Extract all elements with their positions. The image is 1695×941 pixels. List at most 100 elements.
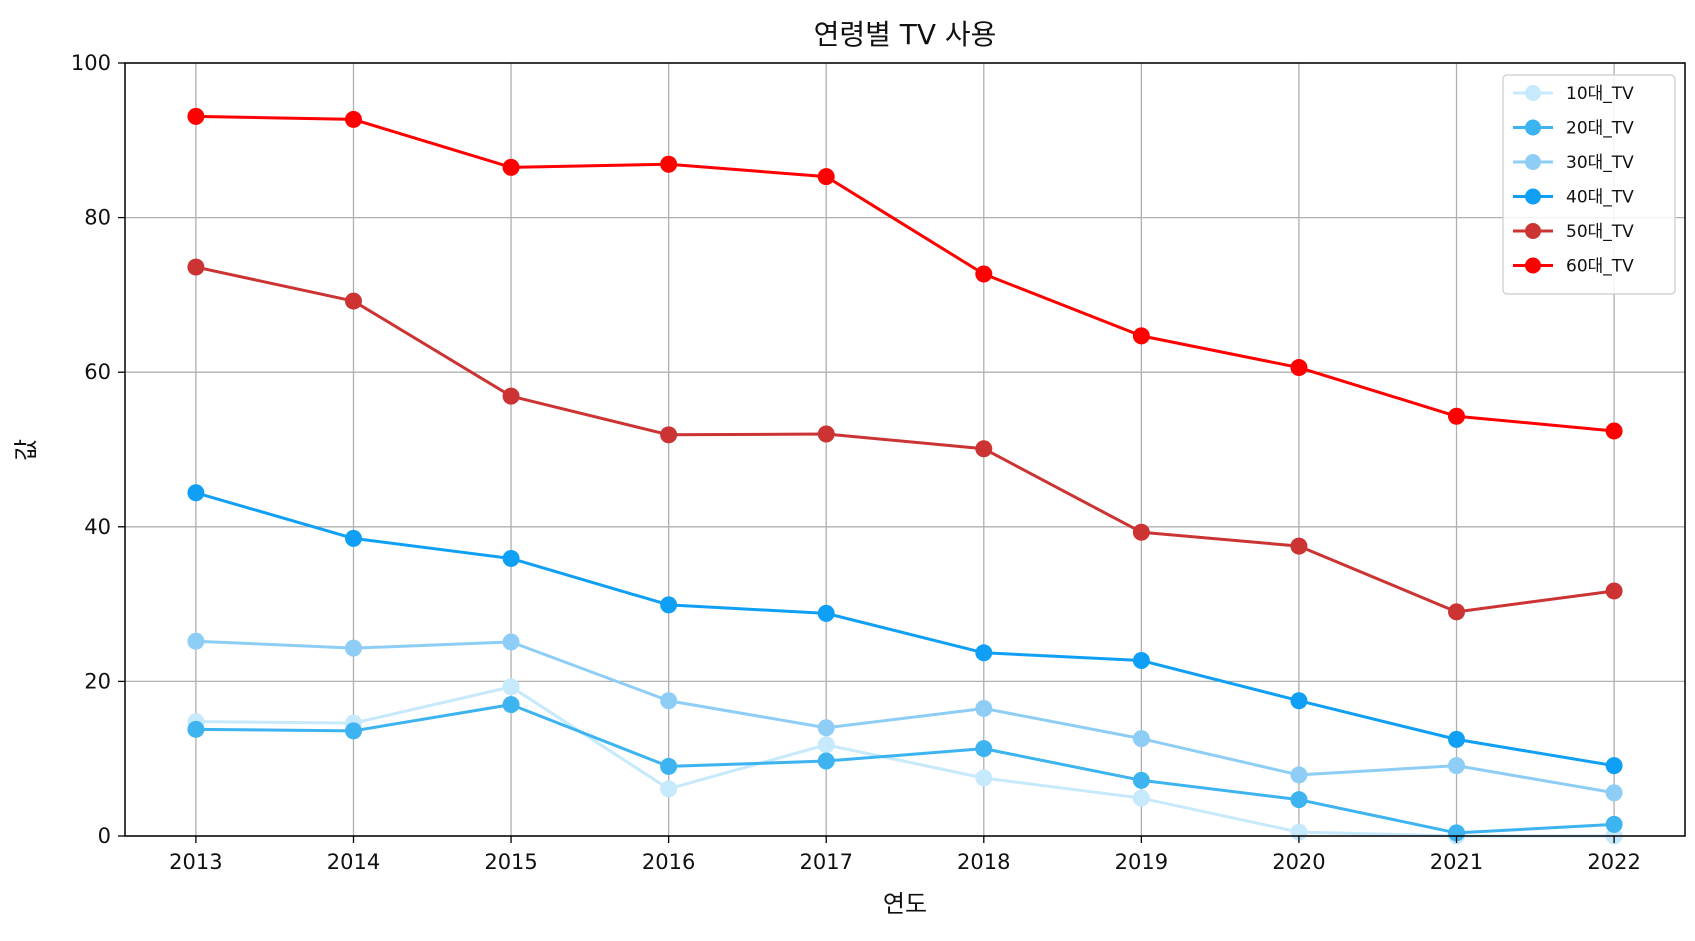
series-line (195, 114, 1615, 433)
legend-marker (1525, 154, 1541, 170)
x-tick-label: 2015 (484, 850, 537, 874)
data-point (187, 258, 205, 276)
x-tick-label: 2016 (642, 850, 695, 874)
data-point (1132, 730, 1150, 748)
ticks: 2013 2014 2015 2016 2017 2018 2019 2020 2021 2022… (71, 51, 1641, 874)
series-50대_TV (187, 258, 1623, 621)
data-point (1132, 523, 1150, 541)
data-point (975, 740, 993, 758)
x-axis-label: 연도 (883, 890, 927, 918)
series-10대_TV (187, 678, 1623, 845)
data-point (660, 596, 678, 614)
data-point (1290, 766, 1308, 784)
data-point (660, 692, 678, 710)
data-point (1605, 422, 1623, 440)
data-point (975, 440, 993, 458)
x-tick-label: 2020 (1272, 850, 1325, 874)
data-point (975, 644, 993, 662)
data-point (660, 757, 678, 775)
series-30대_TV (187, 632, 1623, 802)
legend-label: 20대_TV (1566, 119, 1634, 139)
data-point (975, 265, 993, 283)
y-tick-label: 80 (84, 206, 111, 230)
data-point (1448, 757, 1466, 775)
data-point (1448, 824, 1466, 842)
data-point (502, 549, 520, 567)
series-layer (187, 107, 1623, 845)
data-point (1132, 327, 1150, 345)
data-point (502, 696, 520, 714)
x-tick-label: 2019 (1115, 850, 1168, 874)
series-60대_TV (187, 107, 1623, 440)
series-line (195, 703, 1615, 835)
data-point (1290, 537, 1308, 555)
legend-entry: 30대_TV (1513, 153, 1634, 173)
data-point (975, 769, 993, 787)
legend-label: 30대_TV (1566, 153, 1634, 173)
data-point (344, 529, 362, 547)
data-point (502, 387, 520, 405)
data-point (1605, 815, 1623, 833)
data-point (344, 292, 362, 310)
legend-entry: 10대_TV (1513, 84, 1634, 104)
legend-box (1502, 74, 1676, 295)
legend-entry: 60대_TV (1513, 257, 1634, 277)
data-point (1290, 791, 1308, 809)
data-point (344, 110, 362, 128)
data-point (1290, 359, 1308, 377)
series-line (195, 639, 1615, 795)
legend-marker (1525, 119, 1541, 136)
data-point (1132, 771, 1150, 789)
chart-title: 연령별 TV 사용 (814, 18, 997, 51)
legend-marker (1525, 223, 1541, 239)
data-point (817, 604, 835, 622)
legend-label: 10대_TV (1566, 84, 1634, 104)
data-point (1132, 789, 1150, 807)
data-point (502, 158, 520, 176)
data-point (1448, 407, 1466, 425)
data-point (344, 722, 362, 740)
data-point (187, 484, 205, 502)
series-40대_TV (187, 484, 1623, 775)
data-point (1605, 757, 1623, 775)
x-tick-label: 2013 (169, 850, 222, 874)
y-tick-label: 100 (71, 51, 111, 75)
y-tick-label: 20 (84, 669, 111, 693)
data-point (1605, 582, 1623, 600)
legend-entry: 50대_TV (1513, 222, 1634, 242)
data-point (1448, 603, 1466, 621)
data-point (502, 633, 520, 651)
legend: 10대_TV 20대_TV 30대_TV 40대_TV 50대_TV 60대_TV (1502, 74, 1676, 295)
y-axis-label: 값 (12, 439, 40, 461)
series-line (195, 491, 1615, 768)
legend-marker (1525, 188, 1541, 205)
y-tick-label: 60 (84, 360, 111, 384)
data-point (817, 736, 835, 754)
data-point (660, 426, 678, 444)
data-point (344, 639, 362, 657)
data-point (660, 780, 678, 798)
legend-label: 40대_TV (1566, 188, 1634, 208)
data-point (187, 632, 205, 650)
series-line (195, 265, 1615, 614)
y-tick-label: 0 (98, 824, 111, 848)
data-point (817, 168, 835, 186)
data-point (1290, 692, 1308, 710)
legend-marker (1525, 257, 1541, 274)
data-point (1132, 652, 1150, 670)
data-point (502, 678, 520, 696)
legend-entry: 20대_TV (1513, 119, 1634, 139)
x-tick-label: 2017 (799, 850, 852, 874)
data-point (187, 107, 205, 125)
x-tick-label: 2022 (1587, 850, 1640, 874)
legend-label: 60대_TV (1566, 257, 1634, 277)
data-point (817, 425, 835, 443)
data-point (975, 699, 993, 717)
legend-marker (1525, 85, 1541, 101)
legend-entry: 40대_TV (1513, 188, 1634, 208)
plot-frame (124, 62, 1686, 837)
legend-label: 50대_TV (1566, 222, 1634, 242)
y-tick-label: 40 (84, 515, 111, 539)
x-tick-label: 2021 (1430, 850, 1483, 874)
